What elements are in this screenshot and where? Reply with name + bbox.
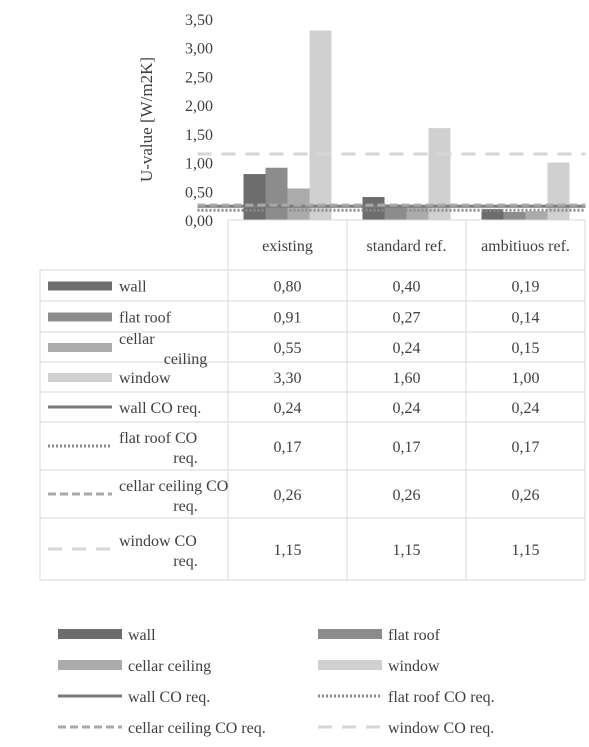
table-cell-wall-standard-ref: 0,40 bbox=[393, 279, 421, 296]
table-row-label-flat-roof: flat roof bbox=[119, 310, 172, 327]
bar-flat-roof-standard-ref bbox=[384, 204, 407, 220]
legend-label-cellar-ceiling: cellar ceiling bbox=[128, 658, 211, 675]
table-cell-flat-roof-co-req-existing: 0,17 bbox=[274, 439, 302, 456]
table-cell-cellar-ceiling-ambitiuos-ref: 0,15 bbox=[512, 340, 540, 357]
table-key-flat-roof bbox=[48, 312, 112, 322]
y-tick-label: 0,00 bbox=[185, 213, 213, 230]
legend-label-cellar-ceiling-co-req: cellar ceiling CO req. bbox=[128, 720, 266, 737]
table-header-existing: existing bbox=[262, 238, 313, 255]
y-tick-label: 0,50 bbox=[185, 184, 213, 201]
table-row-label-cellar-ceiling-line2: ceiling bbox=[164, 351, 208, 368]
table-cell-wall-co-req-ambitiuos-ref: 0,24 bbox=[512, 400, 540, 417]
table-key-window bbox=[48, 373, 112, 382]
bar-cellar-ceiling-standard-ref bbox=[406, 206, 429, 220]
legend: wall flat roof cellar ceiling window wall CO… bbox=[58, 627, 495, 737]
legend-label-flat-roof-co-req: flat roof CO req. bbox=[388, 689, 495, 706]
y-tick-label: 1,50 bbox=[185, 127, 213, 144]
bar-window-existing bbox=[309, 30, 332, 220]
table-row-label-wall: wall bbox=[119, 279, 147, 296]
table-cell-flat-roof-ambitiuos-ref: 0,14 bbox=[512, 310, 540, 327]
table-cell-wall-co-req-standard-ref: 0,24 bbox=[393, 400, 421, 417]
table-cell-wall-ambitiuos-ref: 0,19 bbox=[512, 279, 540, 296]
bar-window-standard-ref bbox=[428, 128, 451, 220]
table-cell-flat-roof-standard-ref: 0,27 bbox=[393, 310, 421, 327]
table-row-label-flat-roof-co-req-line2: req. bbox=[173, 450, 197, 467]
legend-key-window bbox=[318, 660, 382, 670]
table-cell-window-co-req-existing: 1,15 bbox=[274, 542, 302, 559]
bar-wall-existing bbox=[243, 174, 266, 220]
table-cell-flat-roof-existing: 0,91 bbox=[274, 310, 302, 327]
table-cell-flat-roof-co-req-ambitiuos-ref: 0,17 bbox=[512, 439, 540, 456]
legend-label-wall-co-req: wall CO req. bbox=[128, 689, 210, 706]
bar-wall-standard-ref bbox=[362, 197, 385, 220]
table-row-label-window-co-req-line2: req. bbox=[173, 553, 197, 570]
table-cell-wall-co-req-existing: 0,24 bbox=[274, 400, 302, 417]
y-tick-label: 2,50 bbox=[185, 69, 213, 86]
bar-flat-roof-ambitiuos-ref bbox=[503, 211, 526, 220]
y-tick-label: 3,50 bbox=[185, 12, 213, 29]
table-key-wall bbox=[48, 281, 112, 291]
table-cell-window-standard-ref: 1,60 bbox=[393, 370, 421, 387]
table-cell-cellar-ceiling-standard-ref: 0,24 bbox=[393, 340, 421, 357]
legend-label-window-co-req: window CO req. bbox=[388, 720, 494, 737]
bar-cellar-ceiling-ambitiuos-ref bbox=[525, 211, 548, 220]
y-axis-label: U-value [W/m2K] bbox=[137, 57, 156, 182]
table-cell-cellar-ceiling-existing: 0,55 bbox=[274, 340, 302, 357]
y-tick-label: 2,00 bbox=[185, 98, 213, 115]
table-row-label-flat-roof-co-req: flat roof CO bbox=[119, 430, 197, 447]
y-axis: 0,00 0,50 1,00 1,50 2,00 2,50 3,00 3,50 U-value … bbox=[137, 12, 585, 230]
legend-label-window: window bbox=[388, 658, 440, 675]
table-cell-window-ambitiuos-ref: 1,00 bbox=[512, 370, 540, 387]
requirement-line-layer bbox=[197, 152, 586, 212]
table-cell-cellar-ceiling-co-req-ambitiuos-ref: 0,26 bbox=[512, 487, 540, 504]
bar-wall-ambitiuos-ref bbox=[481, 209, 504, 220]
table-cell-window-existing: 3,30 bbox=[274, 370, 302, 387]
bar-flat-roof-existing bbox=[265, 167, 288, 220]
y-tick-label: 3,00 bbox=[185, 41, 213, 58]
table-row-label-window: window bbox=[119, 370, 171, 387]
table-header-standard-ref: standard ref. bbox=[367, 238, 447, 255]
table-key-cellar-ceiling bbox=[48, 343, 112, 352]
table-row-label-cellar-ceiling-co-req-line2: req. bbox=[173, 498, 197, 515]
table-cell-flat-roof-co-req-standard-ref: 0,17 bbox=[393, 439, 421, 456]
table-cell-wall-existing: 0,80 bbox=[274, 279, 302, 296]
table-cell-window-co-req-ambitiuos-ref: 1,15 bbox=[512, 542, 540, 559]
table-cell-cellar-ceiling-co-req-standard-ref: 0,26 bbox=[393, 487, 421, 504]
y-tick-label: 1,00 bbox=[185, 156, 213, 173]
table-row-label-window-co-req: window CO bbox=[119, 533, 197, 550]
data-table: existing standard ref. ambitiuos ref. wall 0… bbox=[39, 220, 586, 581]
table-cell-window-co-req-standard-ref: 1,15 bbox=[393, 542, 421, 559]
table-row-label-wall-co-req: wall CO req. bbox=[119, 400, 201, 417]
legend-key-cellar-ceiling bbox=[58, 660, 122, 670]
legend-key-flat-roof bbox=[318, 629, 382, 639]
table-header-ambitiuos-ref: ambitiuos ref. bbox=[481, 238, 570, 255]
table-row-label-cellar-ceiling-co-req: cellar ceiling CO bbox=[119, 478, 228, 495]
table-row-label-cellar-ceiling: cellar bbox=[119, 331, 155, 348]
legend-label-flat-roof: flat roof bbox=[388, 627, 441, 644]
bar-layer bbox=[243, 30, 570, 220]
legend-key-wall bbox=[58, 629, 122, 639]
table-cell-cellar-ceiling-co-req-existing: 0,26 bbox=[274, 487, 302, 504]
legend-label-wall: wall bbox=[128, 627, 156, 644]
